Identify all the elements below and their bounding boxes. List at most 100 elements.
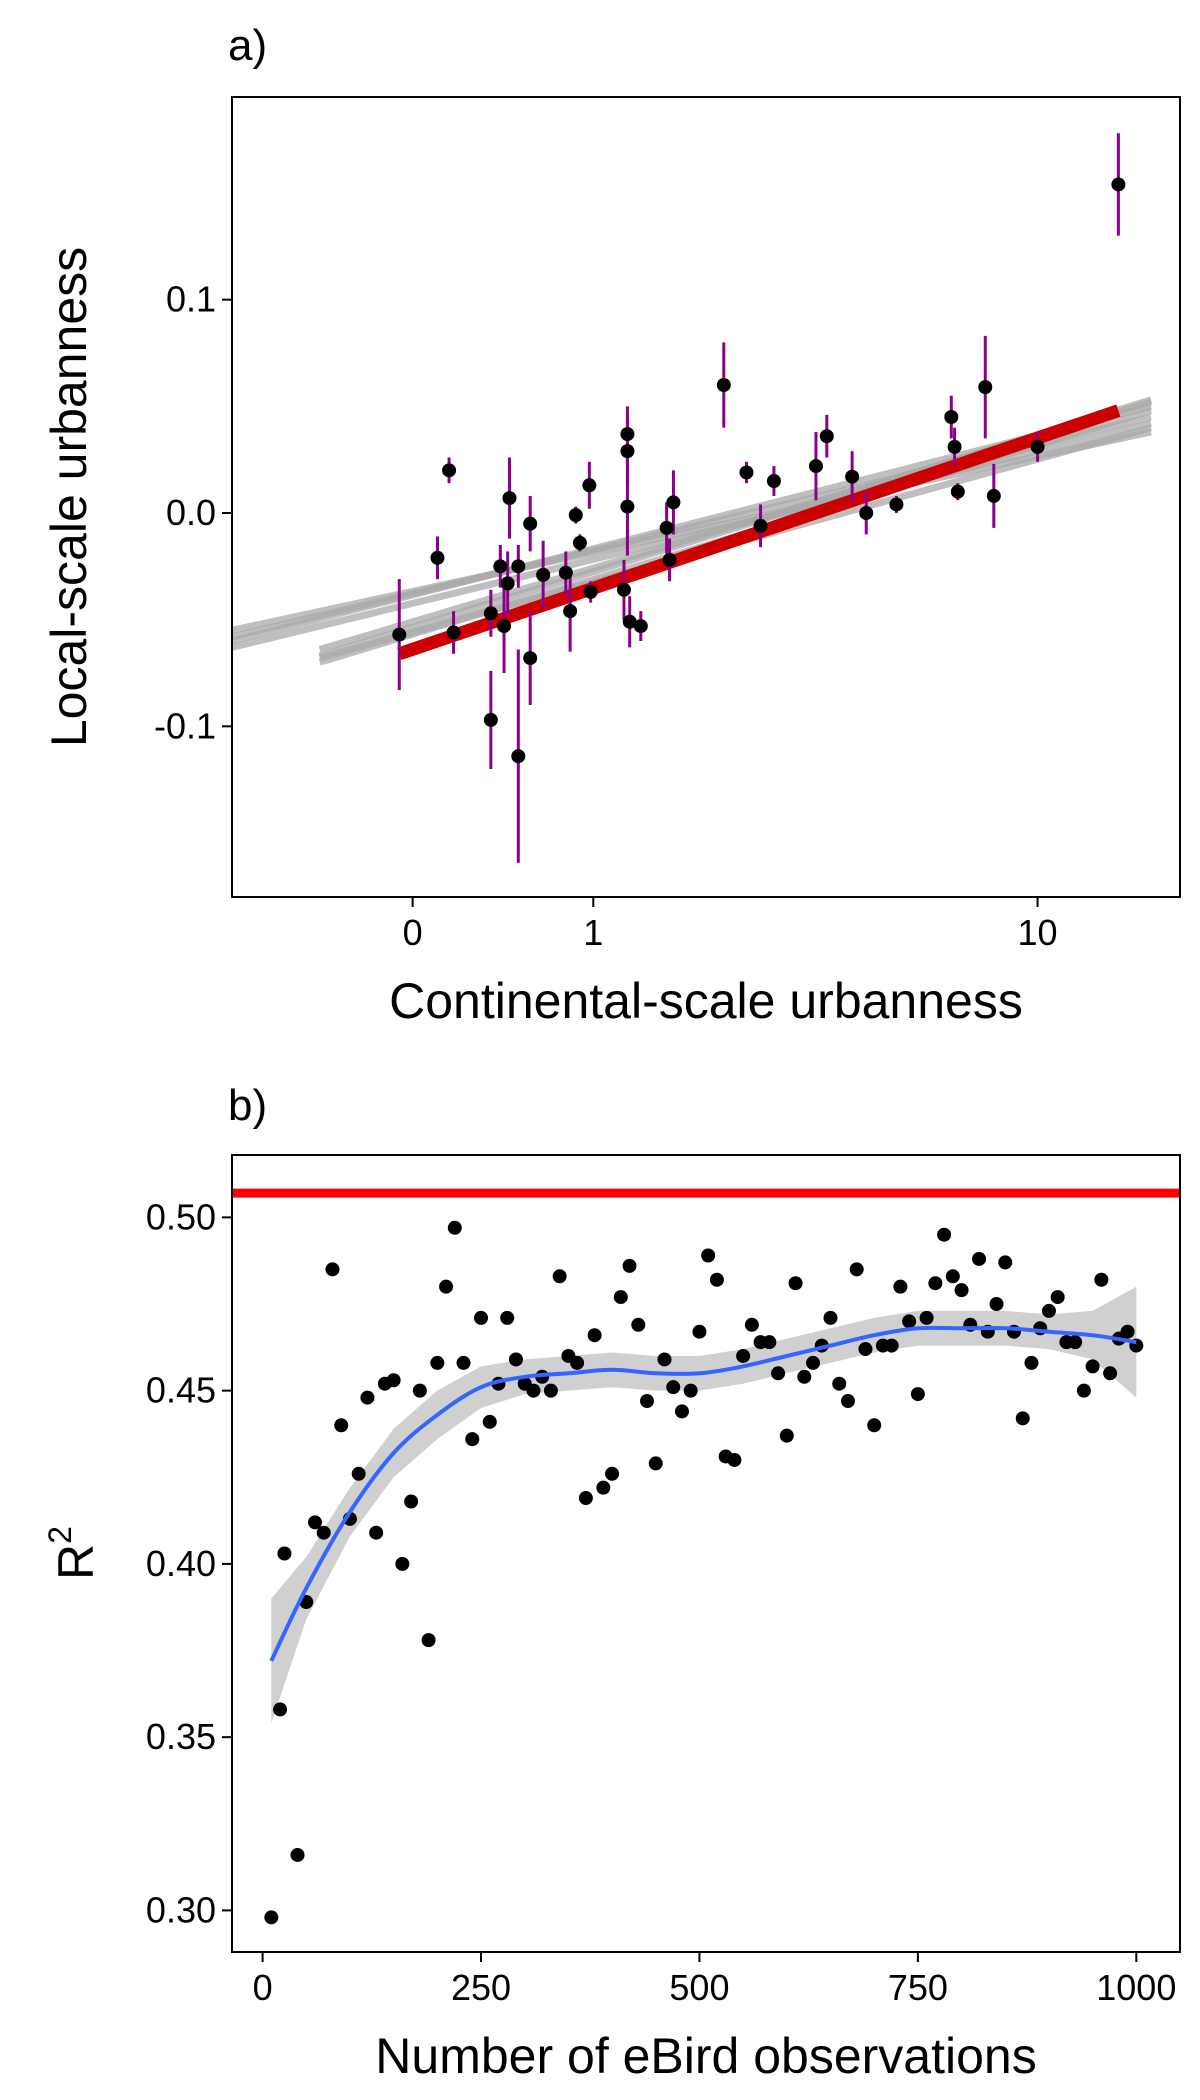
data-point-25 [474,1310,489,1325]
x-tick-label-1: 1 [583,912,603,953]
panel-a: a) 0 1 10 -0.1 0.0 0.1 Continental-scale urb… [41,21,1181,1029]
data-point-8 [325,1262,340,1277]
data-point-7 [316,1525,331,1540]
panel-b-frame [231,1154,1181,1953]
data-point-65 [823,1310,838,1325]
data-point-28 [659,520,674,535]
data-point-23 [620,427,635,442]
data-point-52 [709,1272,724,1287]
data-point-14 [523,651,538,666]
data-point-28 [500,1310,515,1325]
data-point-1 [392,627,407,642]
data-point-38 [587,1328,602,1343]
data-point-41 [613,1290,628,1305]
data-point-66 [832,1376,847,1391]
data-point-12 [360,1390,375,1405]
data-point-54 [727,1452,742,1467]
data-point-40 [944,410,959,424]
data-point-82 [972,1251,987,1266]
data-point-97 [1103,1366,1118,1381]
data-point-37 [845,469,860,484]
data-point-87 [1015,1411,1030,1426]
data-point-69 [858,1342,873,1357]
data-point-32 [739,465,754,480]
y-tick-label-0.45: 0.45 [146,1370,216,1411]
data-point-44 [986,488,1001,503]
data-point-2 [273,1702,288,1717]
data-point-19 [421,1633,436,1648]
panel-b-label: b) [228,1081,267,1130]
data-point-79 [945,1269,960,1284]
data-point-48 [674,1404,689,1419]
data-point-93 [1068,1335,1083,1350]
data-point-24 [620,444,635,459]
data-point-46 [657,1352,672,1367]
panel-a-plot-area [232,97,1180,897]
y-tick-label--0.1: -0.1 [154,705,216,746]
data-point-11 [511,749,526,764]
data-point-29 [508,1352,523,1367]
data-point-10 [502,491,517,506]
data-point-19 [572,535,587,550]
data-point-13 [369,1525,384,1540]
data-point-61 [788,1276,803,1291]
data-point-17 [404,1494,419,1509]
data-point-40 [605,1466,620,1481]
data-point-20 [430,1355,445,1370]
data-point-20 [582,478,597,493]
data-point-15 [386,1373,401,1388]
data-point-24 [465,1432,480,1447]
data-point-8 [497,619,512,634]
data-point-42 [950,484,965,499]
data-point-22 [616,582,631,597]
data-point-3 [277,1546,292,1561]
data-point-21 [439,1279,454,1294]
data-point-18 [412,1383,427,1398]
y-tick-label-0.0: 0.0 [166,492,216,533]
data-point-1 [264,1910,279,1925]
data-point-12 [511,559,526,574]
data-point-36 [819,429,834,444]
data-point-49 [683,1383,698,1398]
data-point-85 [998,1255,1013,1270]
data-point-44 [640,1394,655,1409]
data-point-38 [859,506,874,520]
data-point-90 [1041,1303,1056,1318]
data-point-9 [500,576,515,591]
smooth-curve [269,1325,1137,1662]
data-point-62 [797,1369,812,1384]
data-point-68 [849,1262,864,1277]
data-point-95 [1085,1359,1100,1374]
x-tick-label-1000: 1000 [1096,1967,1176,2008]
data-point-17 [563,604,578,619]
data-point-84 [989,1297,1004,1312]
data-point-16 [558,565,573,580]
data-point-76 [919,1310,934,1325]
data-point-30 [666,495,681,510]
y-tick-label-0.40: 0.40 [146,1543,216,1584]
x-tick-label-10: 10 [1018,912,1058,953]
data-point-41 [947,439,962,454]
data-point-73 [893,1279,908,1294]
data-point-27 [633,619,648,634]
data-point-18 [568,508,583,523]
data-point-3 [442,463,457,478]
data-point-2 [430,550,445,565]
panel-a-y-axis-title: Local-scale urbanness [41,247,97,747]
data-point-33 [753,518,768,533]
panel-b: b) 0 250 500 750 1000 0.30 0.35 0.40 0.45 0.50 N… [42,1081,1181,2084]
data-point-88 [1024,1355,1039,1370]
data-point-7 [493,559,508,574]
panel-b-smooth-layer [269,1325,1137,1662]
data-point-11 [351,1466,366,1481]
panel-a-label: a) [228,21,267,70]
data-point-94 [1076,1383,1091,1398]
data-point-63 [806,1355,821,1370]
data-point-72 [884,1338,899,1353]
panel-b-plot-area [232,1155,1180,1952]
data-point-15 [536,567,551,582]
data-point-26 [482,1414,497,1429]
data-point-31 [716,378,731,392]
data-point-34 [766,474,781,488]
y-tick-label-0.35: 0.35 [146,1716,216,1757]
